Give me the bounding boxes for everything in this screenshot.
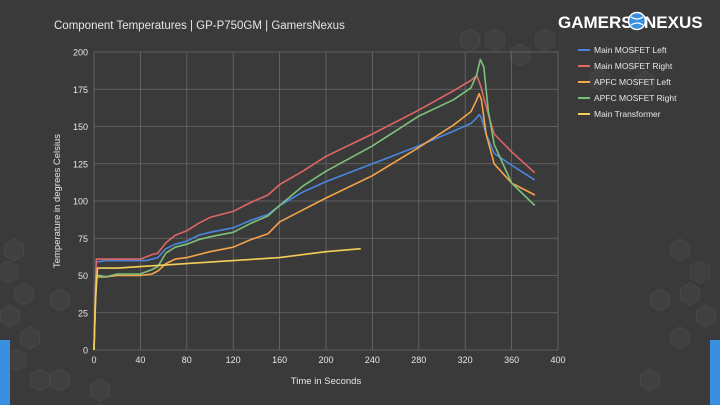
- svg-text:NEXUS: NEXUS: [644, 13, 703, 32]
- y-tick-label: 175: [73, 85, 88, 95]
- hexagon-decoration: [90, 378, 110, 402]
- x-tick-label: 160: [272, 355, 287, 365]
- y-tick-label: 200: [73, 48, 88, 58]
- y-tick-label: 75: [78, 234, 88, 244]
- hexagon-decoration: [535, 28, 555, 52]
- y-tick-label: 25: [78, 308, 88, 318]
- hexagon-decoration: [590, 68, 610, 92]
- x-tick-label: 120: [226, 355, 241, 365]
- hexagon-decoration: [670, 326, 690, 350]
- hexagon-decoration: [620, 48, 640, 72]
- legend-entry: Main MOSFET Right: [594, 61, 673, 71]
- x-tick-label: 280: [411, 355, 426, 365]
- series-line: [93, 75, 536, 351]
- hexagon-decoration: [460, 28, 480, 52]
- y-tick-label: 100: [73, 197, 88, 207]
- svg-text:GAMERS: GAMERS: [558, 13, 633, 32]
- chart-title: Component Temperatures | GP-P750GM | Gam…: [54, 20, 345, 32]
- x-tick-label: 360: [504, 355, 519, 365]
- x-tick-label: 200: [318, 355, 333, 365]
- hexagon-decoration: [680, 282, 700, 306]
- hexagon-decoration: [690, 260, 710, 284]
- hexagon-decoration: [650, 288, 670, 312]
- legend-entry: Main MOSFET Left: [594, 45, 667, 55]
- hexagon-decoration: [0, 260, 18, 284]
- series-line: [93, 58, 536, 351]
- hexagon-decoration: [510, 43, 530, 67]
- x-tick-label: 240: [365, 355, 380, 365]
- hexagon-decoration: [30, 368, 50, 392]
- series-line: [93, 247, 361, 351]
- hexagon-decoration: [670, 238, 690, 262]
- series-line: [93, 92, 536, 351]
- legend-entry: APFC MOSFET Left: [594, 77, 671, 87]
- hexagon-decoration: [696, 304, 716, 328]
- hexagon-decoration: [20, 326, 40, 350]
- x-tick-label: 80: [182, 355, 192, 365]
- corner-accent-right: [710, 340, 720, 405]
- series-line: [93, 113, 536, 351]
- y-axis-label: Temperature in degrees Celsius: [52, 134, 63, 268]
- hexagon-decoration: [640, 368, 660, 392]
- x-axis-label: Time in Seconds: [291, 376, 362, 387]
- y-tick-label: 150: [73, 122, 88, 132]
- x-tick-label: 320: [458, 355, 473, 365]
- hexagon-decoration: [0, 304, 20, 328]
- corner-accent-left: [0, 340, 10, 405]
- x-tick-label: 0: [91, 355, 96, 365]
- y-tick-label: 50: [78, 271, 88, 281]
- legend-entry: Main Transformer: [594, 109, 661, 119]
- legend-entry: APFC MOSFET Right: [594, 93, 677, 103]
- y-tick-label: 125: [73, 159, 88, 169]
- hexagon-decoration: [485, 28, 505, 52]
- hexagon-decoration: [635, 70, 655, 94]
- hexagon-decoration: [14, 282, 34, 306]
- hexagon-decoration: [4, 238, 24, 262]
- hexagon-decoration: [50, 288, 70, 312]
- gamersnexus-logo: GAMERS NEXUS: [556, 6, 706, 36]
- y-tick-label: 0: [83, 346, 88, 356]
- hexagon-decoration: [50, 368, 70, 392]
- x-tick-label: 40: [135, 355, 145, 365]
- x-tick-label: 400: [550, 355, 565, 365]
